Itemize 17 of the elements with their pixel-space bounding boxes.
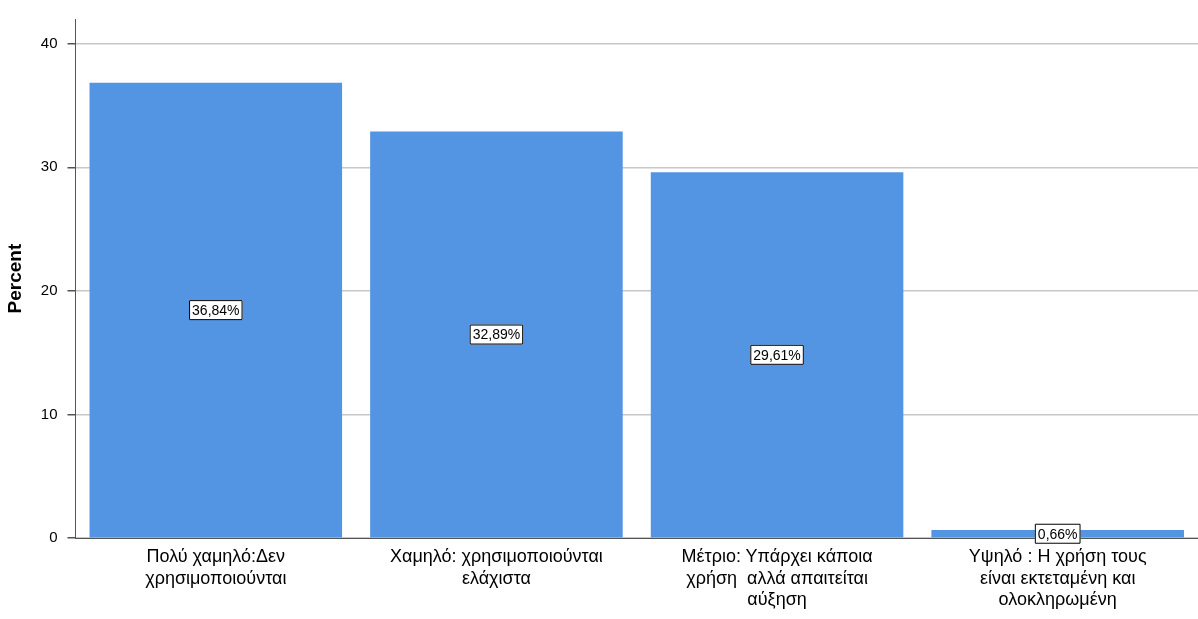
y-tick-label: 40 — [40, 33, 58, 51]
data-label: 29,61% — [753, 346, 801, 363]
bar — [89, 82, 343, 538]
data-label: 32,89% — [472, 326, 521, 343]
y-tick-label: 10 — [40, 404, 58, 422]
data-label: 0,66% — [1037, 525, 1078, 542]
y-tick-label: 0 — [49, 528, 58, 546]
x-tick-label: Χαμηλό: χρησιμοποιούνται ελάχιστα — [390, 545, 603, 588]
x-tick-label: Μέτριο: Υπάρχει κάποια χρήση αλλά απαιτείται αύξηση — [681, 545, 873, 610]
y-tick-label: 30 — [40, 157, 58, 175]
y-axis-title: Percent — [3, 243, 25, 314]
bar — [650, 172, 904, 538]
data-label: 36,84% — [192, 301, 240, 318]
bar — [370, 131, 623, 538]
y-tick-label: 20 — [40, 281, 58, 299]
x-tick-label: Υψηλό : Η χρήση τους είναι εκτεταμένη και ολοκληρωμένη — [968, 545, 1147, 610]
x-tick-label: Πολύ χαμηλό:Δεν χρησιμοποιούνται — [145, 545, 287, 588]
